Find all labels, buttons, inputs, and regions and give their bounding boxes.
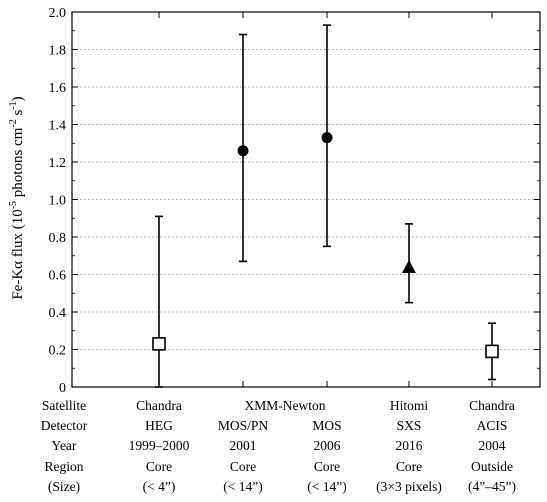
y-tick-label: 1.4: [49, 119, 67, 134]
region-label: Outside: [471, 459, 513, 474]
detector-label: HEG: [145, 418, 173, 433]
y-axis-label-part-3: s: [10, 110, 26, 120]
satellite-label: XMM-Newton: [245, 398, 326, 413]
region-label: Core: [396, 459, 422, 474]
marker-filled-circle: [237, 145, 249, 157]
row-label: (Size): [48, 479, 80, 494]
row-label: Detector: [41, 418, 88, 433]
year-label: 2016: [396, 438, 423, 453]
year-label: 1999–2000: [129, 438, 190, 453]
x-axis-ticks: [158, 12, 493, 387]
y-tick-label: 0.4: [49, 306, 67, 321]
detector-label: ACIS: [477, 418, 508, 433]
y-tick-label: 1.2: [49, 156, 67, 171]
size-label: (< 14”): [223, 479, 262, 494]
satellite-label: Hitomi: [390, 398, 429, 413]
marker-filled-circle: [321, 132, 333, 144]
y-axis-label-exp-2: -2: [8, 119, 19, 127]
y-axis-ticks: 0 0.2 0.4 0.6 0.8 1.0 1.2 1.4 1.6 1.8 2.0: [49, 6, 540, 396]
size-label: (3×3 pixels): [376, 479, 442, 494]
y-axis-label-part-1: Fe-Kα flux (10: [10, 209, 26, 299]
y-tick-label: 1.0: [49, 194, 67, 209]
marker-open-square: [152, 337, 166, 351]
y-tick-label: 0.8: [49, 231, 67, 246]
year-label: 2006: [314, 438, 341, 453]
y-axis-label-part-4: ): [10, 96, 26, 101]
satellite-label: Chandra: [136, 398, 182, 413]
region-label: Core: [230, 459, 256, 474]
marker-open-square: [485, 344, 499, 359]
row-label: Satellite: [42, 398, 86, 413]
y-tick-label: 0: [59, 381, 66, 396]
row-label: Year: [52, 438, 77, 453]
detector-label: MOS: [312, 418, 341, 433]
y-tick-label: 1.6: [49, 81, 67, 96]
size-label: (< 4”): [143, 479, 176, 494]
y-tick-label: 2.0: [49, 6, 67, 21]
region-label: Core: [146, 459, 172, 474]
y-tick-label: 1.8: [49, 44, 67, 59]
y-axis-label: Fe-Kα flux (10-5 photons cm-2 s-1): [8, 96, 26, 299]
plot-frame: [71, 11, 541, 388]
year-label: 2004: [479, 438, 506, 453]
region-label: Core: [314, 459, 340, 474]
y-axis-label-part-2: photons cm: [10, 127, 26, 201]
detector-label: SXS: [397, 418, 422, 433]
y-tick-label: 0.6: [49, 269, 67, 284]
y-axis-label-exp-1: -5: [8, 201, 19, 209]
size-label: (4”–45”): [468, 479, 516, 494]
category-table: Satellite Detector Year Region (Size) Chandra…: [41, 398, 516, 494]
y-axis-label-exp-3: -1: [8, 101, 19, 109]
data-points: [152, 24, 499, 388]
row-label: Region: [45, 459, 84, 474]
y-tick-label: 0.2: [49, 344, 67, 359]
marker-filled-triangle: [402, 260, 416, 273]
year-label: 2001: [230, 438, 257, 453]
detector-label: MOS/PN: [218, 418, 269, 433]
grid-lines: [72, 49, 540, 350]
satellite-label: Chandra: [469, 398, 515, 413]
size-label: (< 14”): [307, 479, 346, 494]
